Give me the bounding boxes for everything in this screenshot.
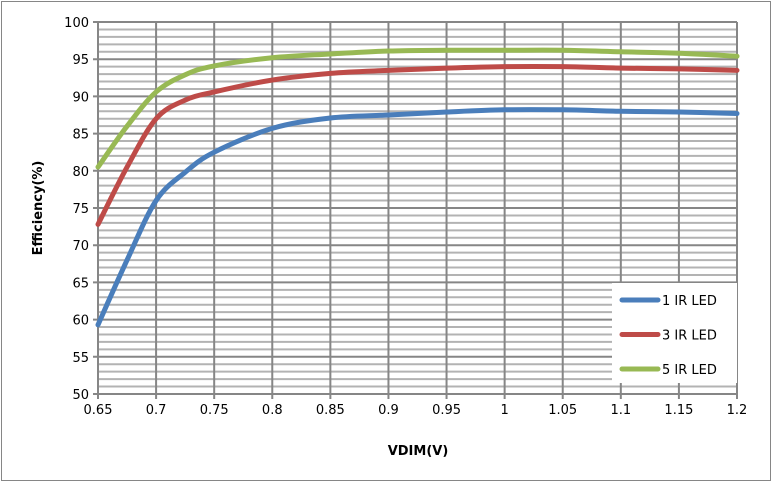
x-axis-label: VDIM(V) [388, 444, 449, 459]
series-line-3-ir-led [95, 63, 740, 227]
x-tick-label: 1.15 [664, 403, 693, 418]
series-line-1-ir-led [95, 107, 740, 328]
x-tick-label: 1.05 [548, 403, 577, 418]
x-tick-label: 0.8 [262, 403, 283, 418]
x-tick-label: 0.9 [378, 403, 399, 418]
y-tick-label: 100 [64, 16, 89, 31]
x-tick-label: 1.1 [610, 403, 631, 418]
y-tick-label: 80 [72, 165, 89, 180]
x-tick-label: 0.65 [84, 403, 113, 418]
y-tick-label: 50 [72, 388, 89, 403]
legend-label: 3 IR LED [662, 329, 717, 344]
y-tick-label: 95 [72, 53, 89, 68]
x-tick-label: 0.85 [316, 403, 345, 418]
y-tick-label: 70 [72, 239, 89, 254]
x-tick-label: 0.95 [432, 403, 461, 418]
y-tick-label: 90 [72, 90, 89, 105]
y-tick-label: 85 [72, 128, 89, 143]
y-tick-label: 75 [72, 202, 89, 217]
y-axis-label: Efficiency(%) [31, 161, 46, 256]
y-tick-label: 55 [72, 351, 89, 366]
x-tick-label: 1.2 [727, 403, 748, 418]
x-tick-label: 0.75 [200, 403, 229, 418]
y-tick-label: 60 [72, 314, 89, 329]
series-lines [95, 47, 740, 328]
legend-label: 1 IR LED [662, 294, 717, 309]
legend-label: 5 IR LED [662, 363, 717, 378]
tick-labels: 50 55 60 65 70 75 80 85 90 95 100 0.65 0.7 0.75 0.8 0.8… [64, 16, 747, 418]
y-tick-label: 65 [72, 276, 89, 291]
x-tick-label: 0.7 [146, 403, 167, 418]
series-line-5-ir-led [95, 47, 740, 170]
legend: 1 IR LED 3 IR LED 5 IR LED [612, 283, 737, 383]
x-tick-label: 1 [500, 403, 508, 418]
